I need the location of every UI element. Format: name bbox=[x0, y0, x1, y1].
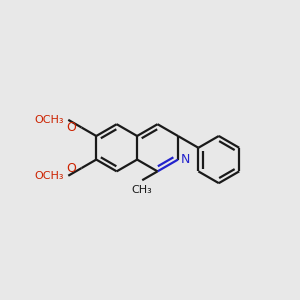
Text: OCH₃: OCH₃ bbox=[34, 115, 64, 125]
Text: CH₃: CH₃ bbox=[132, 185, 153, 195]
Text: OCH₃: OCH₃ bbox=[34, 171, 64, 181]
Text: O: O bbox=[66, 162, 76, 175]
Text: O: O bbox=[66, 121, 76, 134]
Text: N: N bbox=[181, 153, 190, 166]
